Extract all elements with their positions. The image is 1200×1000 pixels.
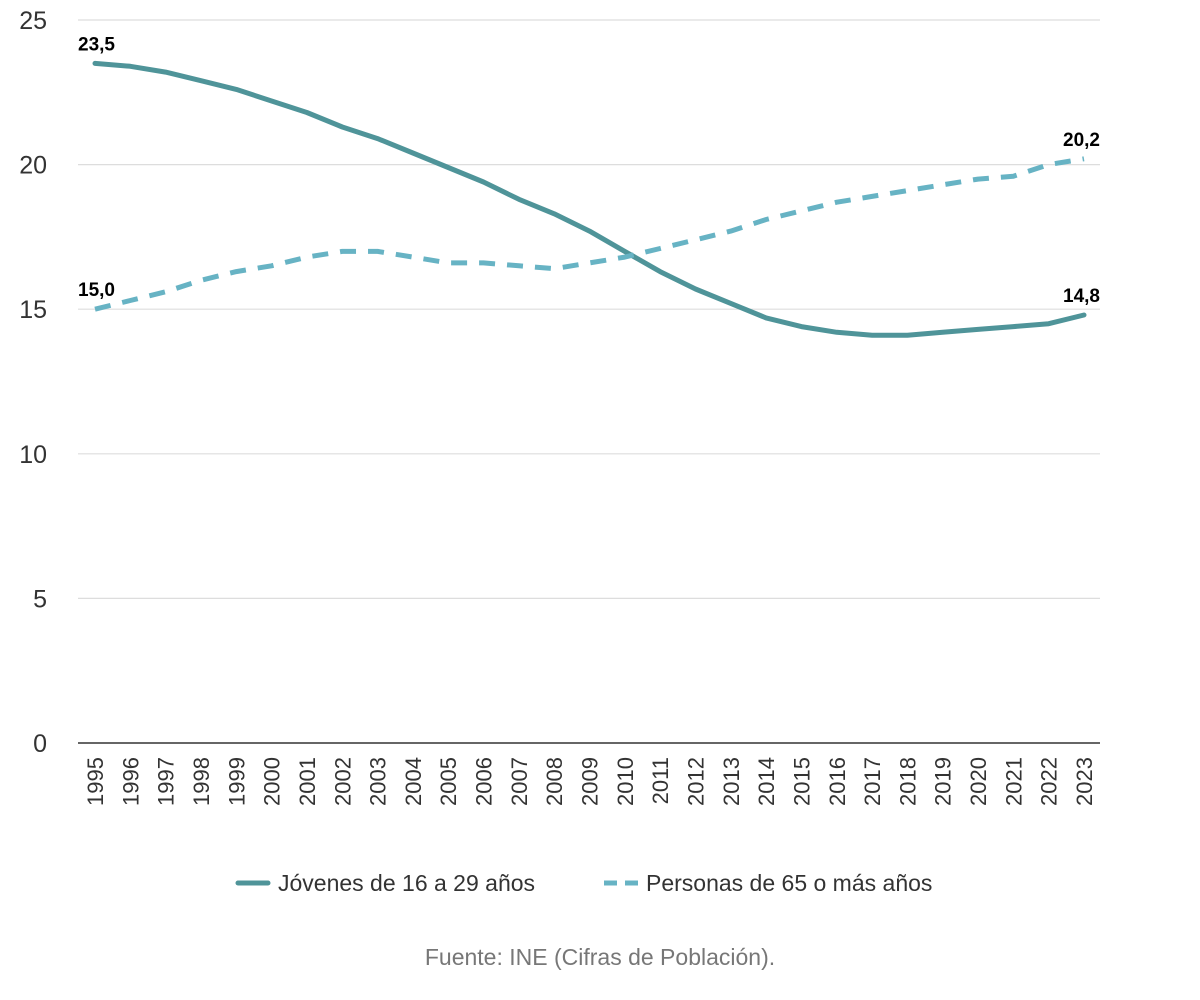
x-tick-label: 2001 — [295, 757, 320, 806]
data-labels: 23,5 14,8 15,0 20,2 — [78, 34, 1100, 307]
y-tick-label: 20 — [19, 152, 47, 180]
x-tick-label: 1996 — [118, 757, 143, 806]
x-axis-ticks: 1995 1996 1997 1998 1999 2000 2001 2002 2003 2004… — [83, 757, 1097, 806]
x-tick-label: 2014 — [754, 757, 779, 806]
data-label: 14,8 — [1063, 286, 1100, 307]
x-tick-label: 2016 — [825, 757, 850, 806]
x-tick-label: 2018 — [895, 757, 920, 806]
x-tick-label: 2019 — [931, 757, 956, 806]
x-tick-label: 2010 — [613, 757, 638, 806]
x-tick-label: 1997 — [154, 757, 179, 806]
y-tick-label: 25 — [19, 7, 47, 35]
x-tick-label: 2012 — [683, 757, 708, 806]
legend-label-0: Jóvenes de 16 a 29 años — [278, 870, 535, 896]
x-tick-label: 2013 — [719, 757, 744, 806]
series-line-1 — [94, 156, 1085, 312]
data-label: 20,2 — [1063, 130, 1100, 151]
x-tick-label: 2006 — [472, 757, 497, 806]
legend-label-1: Personas de 65 o más años — [646, 870, 932, 896]
source-note: Fuente: INE (Cifras de Población). — [425, 944, 775, 970]
data-label: 15,0 — [78, 280, 115, 301]
x-tick-label: 2020 — [966, 757, 991, 806]
x-tick-label: 2005 — [436, 757, 461, 806]
y-axis-ticks: 0 5 10 15 20 25 — [19, 7, 47, 758]
series-line-0 — [92, 60, 1087, 338]
y-tick-label: 5 — [33, 585, 47, 613]
x-tick-label: 1999 — [224, 757, 249, 806]
x-tick-label: 2017 — [860, 757, 885, 806]
x-tick-label: 2015 — [789, 757, 814, 806]
x-tick-label: 2021 — [1001, 757, 1026, 806]
y-tick-label: 10 — [19, 441, 47, 469]
series-lines — [92, 60, 1087, 338]
x-tick-label: 1995 — [83, 757, 108, 806]
x-tick-label: 2009 — [578, 757, 603, 806]
x-tick-label: 2023 — [1072, 757, 1097, 806]
x-tick-label: 2003 — [366, 757, 391, 806]
x-tick-label: 2002 — [330, 757, 355, 806]
x-tick-label: 2022 — [1037, 757, 1062, 806]
y-tick-label: 15 — [19, 296, 47, 324]
legend: Jóvenes de 16 a 29 años Personas de 65 o … — [235, 870, 932, 896]
x-tick-label: 2008 — [542, 757, 567, 806]
grid-lines — [78, 19, 1100, 744]
data-label: 23,5 — [78, 34, 115, 55]
x-tick-label: 2011 — [648, 757, 673, 804]
x-tick-label: 2004 — [401, 757, 426, 806]
y-tick-label: 0 — [33, 730, 47, 758]
x-tick-label: 2000 — [260, 757, 285, 806]
x-tick-label: 1998 — [189, 757, 214, 806]
x-tick-label: 2007 — [507, 757, 532, 806]
